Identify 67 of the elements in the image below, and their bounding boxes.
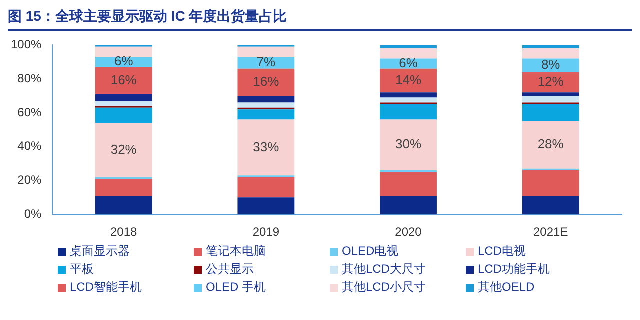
bar	[238, 102, 295, 108]
bar	[238, 177, 295, 198]
x-tick-label: 2020	[395, 225, 422, 240]
bar	[380, 120, 437, 171]
bar	[95, 46, 152, 58]
bar	[238, 96, 295, 103]
bar	[380, 172, 437, 196]
bar	[95, 101, 152, 106]
bar	[522, 92, 580, 96]
bar	[380, 196, 437, 215]
bar	[95, 108, 152, 124]
data-label: 32%	[110, 142, 138, 157]
legend-label: LCD智能手机	[70, 279, 142, 296]
bar	[95, 67, 152, 94]
data-label: 16%	[110, 72, 138, 88]
bar	[238, 68, 295, 96]
y-tick-label: 40%	[18, 139, 42, 154]
bar	[522, 170, 580, 196]
bar	[522, 96, 580, 103]
legend-label: 其他OELD	[478, 279, 535, 296]
x-tick-label: 2021E	[533, 225, 568, 240]
chart-title: 图 15：全球主要显示驱动 IC 年度出货量占比	[8, 8, 632, 31]
bar	[95, 94, 152, 102]
legend-label: LCD功能手机	[478, 261, 550, 278]
bar	[95, 123, 152, 178]
legend-label: 笔记本电脑	[206, 243, 266, 260]
bar	[238, 57, 295, 69]
bar	[238, 46, 295, 58]
x-tick-label: 2019	[252, 225, 280, 240]
data-label: 28%	[538, 136, 564, 152]
legend-label: OLED 手机	[206, 279, 266, 296]
bar	[522, 104, 580, 122]
x-tick-label: 2018	[110, 225, 138, 240]
bar	[238, 110, 295, 120]
y-tick-label: 80%	[18, 71, 42, 86]
y-tick-label: 20%	[18, 173, 42, 188]
data-label: 12%	[538, 74, 564, 90]
legend-label: 其他LCD大尺寸	[342, 261, 426, 278]
legend-label: 其他LCD小尺寸	[342, 279, 426, 296]
data-label: 33%	[253, 139, 280, 154]
legend-label: 公共显示	[206, 261, 254, 278]
legend-label: LCD电视	[478, 243, 526, 260]
y-tick-label: 60%	[18, 105, 42, 120]
bar	[95, 196, 152, 215]
bar	[238, 198, 295, 215]
data-label: 30%	[395, 136, 422, 152]
bar	[380, 48, 437, 59]
data-label: 6%	[399, 55, 418, 70]
bar	[380, 98, 437, 103]
bar	[522, 121, 580, 169]
bar	[522, 196, 580, 215]
legend-label: 平板	[70, 261, 94, 278]
data-label: 8%	[541, 57, 561, 72]
bar	[380, 104, 437, 120]
data-label: 6%	[114, 54, 134, 69]
legend-label: 桌面显示器	[70, 243, 130, 260]
data-label: 7%	[256, 54, 276, 70]
bar	[238, 120, 295, 176]
bar	[380, 92, 437, 98]
legend-label: OLED电视	[342, 243, 399, 260]
bar	[95, 179, 152, 196]
bar	[522, 48, 580, 59]
y-tick-label: 0%	[24, 206, 42, 221]
data-label: 16%	[253, 74, 280, 90]
bar	[380, 68, 437, 93]
y-tick-label: 100%	[10, 38, 42, 52]
data-label: 14%	[395, 72, 422, 88]
